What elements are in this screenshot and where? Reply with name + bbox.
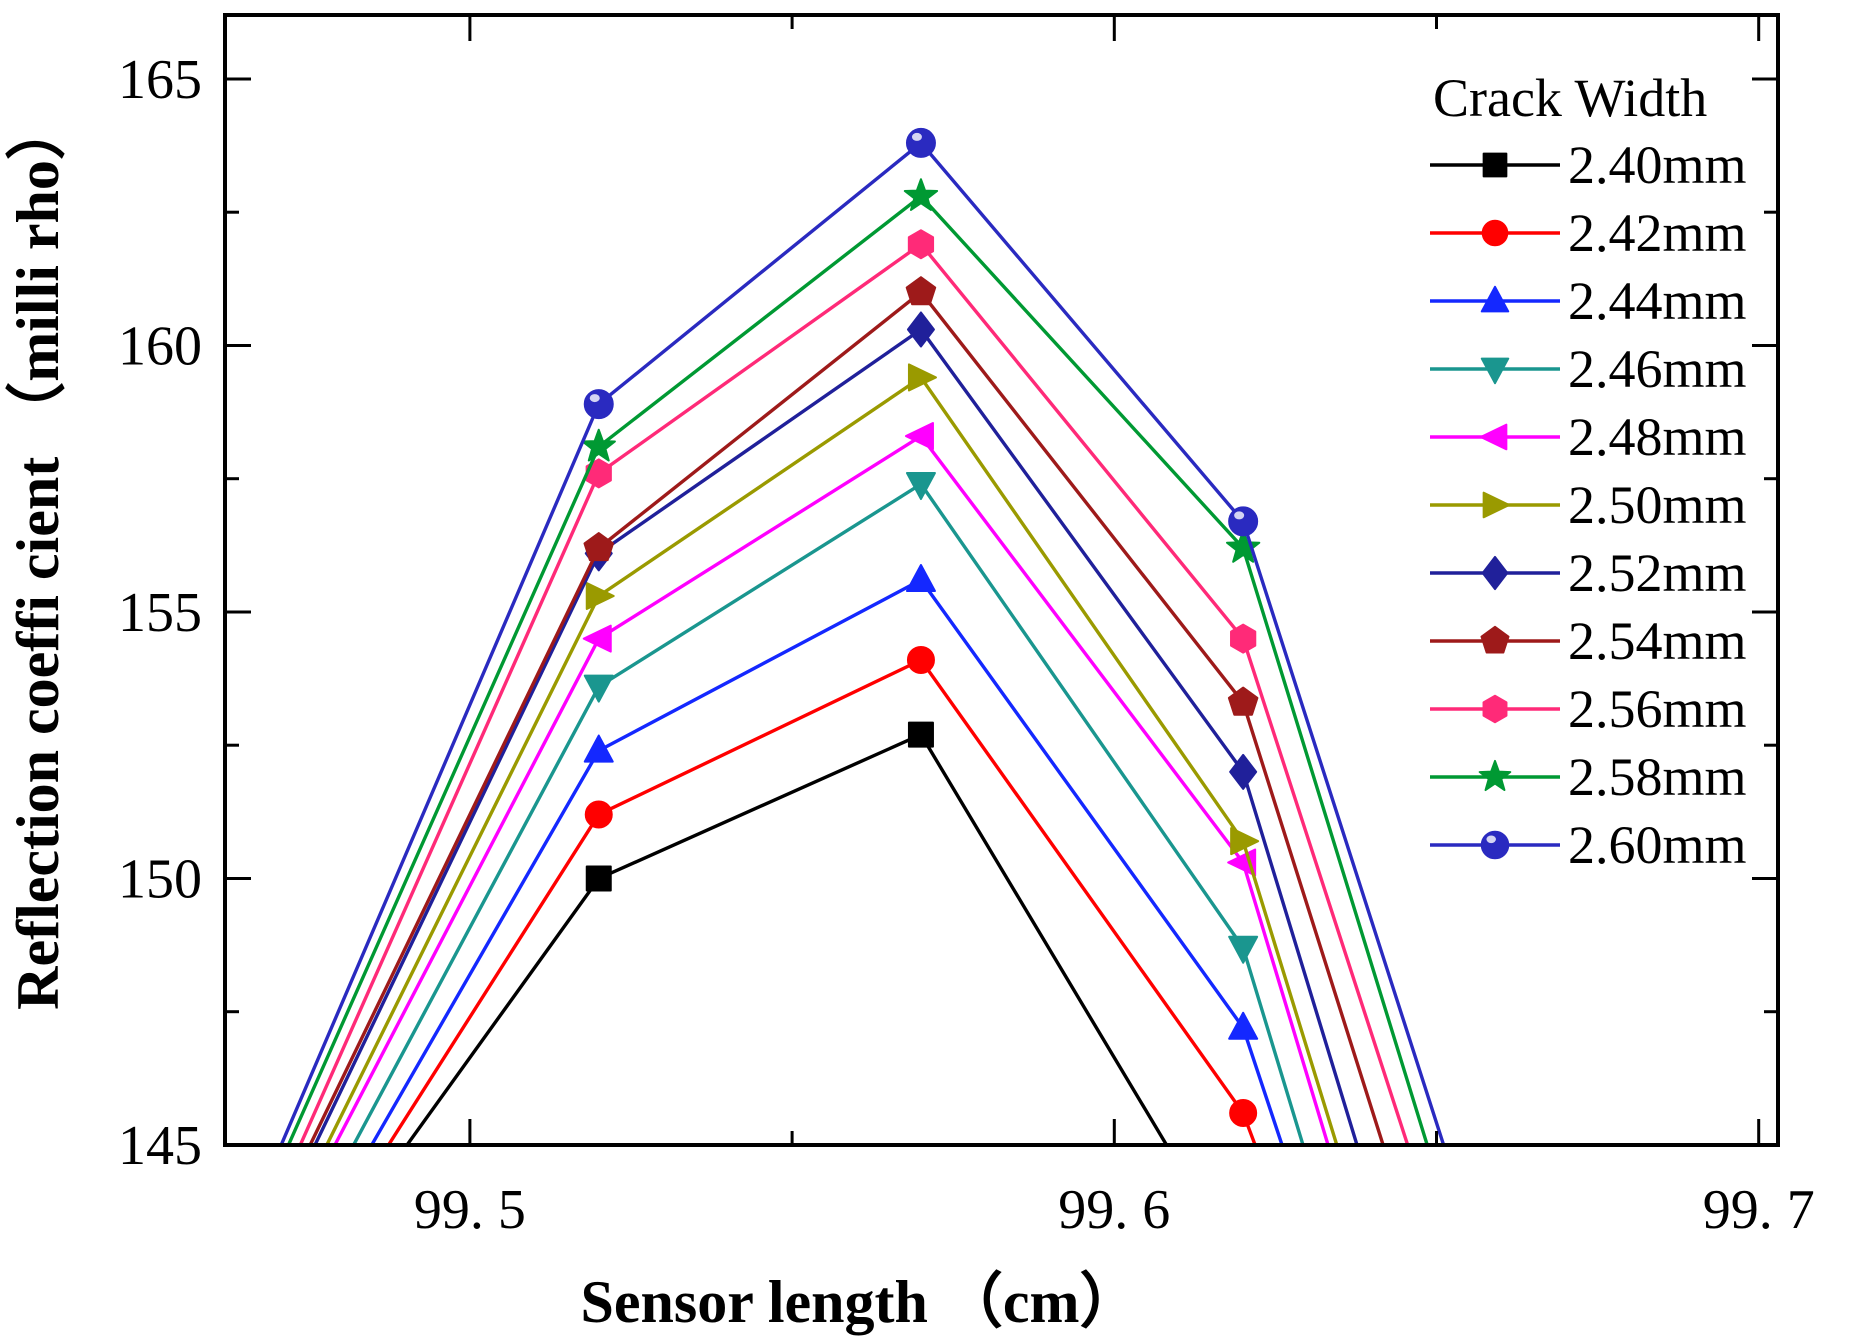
legend-label: 2.44mm — [1568, 271, 1747, 331]
circle-marker — [906, 645, 935, 674]
star-marker — [1478, 759, 1512, 792]
triangle-right-marker — [907, 363, 937, 392]
legend-label: 2.50mm — [1568, 475, 1747, 535]
pentagon-marker — [905, 276, 937, 306]
triangle-down-marker — [583, 674, 614, 703]
circle-marker — [1229, 1099, 1258, 1128]
hexagon-marker — [907, 229, 935, 260]
y-axis-title: Reflection coeffi cient （milli rho） — [4, 100, 71, 1010]
legend-item: 2.46mm — [1430, 339, 1747, 399]
pentagon-marker — [1480, 625, 1510, 654]
series-line-2.40mm — [404, 732, 1169, 1145]
triangle-up-marker — [1480, 285, 1510, 313]
y-tick-label: 160 — [118, 316, 202, 378]
square-marker — [1231, 1261, 1255, 1285]
star-marker — [903, 178, 939, 211]
legend-item: 2.50mm — [1430, 475, 1747, 535]
triangle-down-marker — [1480, 357, 1510, 385]
legend-item: 2.52mm — [1430, 543, 1747, 603]
triangle-down-marker — [905, 472, 936, 501]
legend: Crack Width 2.40mm 2.42mm 2.44mm 2.46mm 2.48… — [1430, 68, 1747, 875]
legend-item: 2.56mm — [1430, 679, 1747, 739]
legend-label: 2.48mm — [1568, 407, 1747, 467]
sphere-marker — [1480, 830, 1510, 860]
pentagon-marker — [583, 532, 615, 562]
x-tick-label: 99. 7 — [1703, 1179, 1815, 1241]
x-axis-title: Sensor length （cm） — [581, 1268, 1140, 1335]
hexagon-marker — [1482, 694, 1508, 724]
diamond-marker — [1481, 555, 1509, 591]
legend-item: 2.48mm — [1430, 407, 1747, 467]
y-tick-label: 145 — [118, 1115, 202, 1177]
plot-frame — [223, 13, 1780, 1147]
square-marker — [585, 865, 612, 892]
triangle-up-marker — [1228, 1011, 1259, 1040]
legend-item: 2.42mm — [1430, 203, 1747, 263]
triangle-left-marker — [904, 422, 934, 451]
legend-label: 2.52mm — [1568, 543, 1747, 603]
hexagon-marker — [585, 458, 612, 489]
tick-layer — [225, 15, 1778, 1147]
square-marker — [1482, 152, 1508, 178]
legend-label: 2.46mm — [1568, 339, 1747, 399]
legend-title: Crack Width — [1433, 68, 1707, 128]
pentagon-marker — [1227, 686, 1259, 716]
legend-item: 2.44mm — [1430, 271, 1747, 331]
circle-marker — [584, 800, 613, 829]
triangle-right-marker — [585, 581, 615, 610]
legend-label: 2.40mm — [1568, 135, 1747, 195]
hexagon-marker — [1230, 623, 1257, 654]
tick-label-layer: 99. 5 99. 6 99. 7 145 150 155 160 165 — [118, 49, 1815, 1241]
triangle-up-marker — [905, 564, 936, 592]
sphere-marker — [1228, 506, 1259, 537]
circle-marker — [1481, 219, 1509, 247]
square-marker — [907, 721, 934, 748]
legend-item: 2.60mm — [1430, 815, 1747, 875]
triangle-up-marker — [583, 734, 614, 763]
sphere-marker — [905, 127, 936, 158]
legend-label: 2.56mm — [1568, 679, 1747, 739]
legend-label: 2.54mm — [1568, 611, 1747, 671]
x-tick-label: 99. 6 — [1058, 1179, 1170, 1241]
triangle-left-marker — [582, 624, 612, 653]
triangle-down-marker — [1228, 935, 1259, 964]
y-tick-label: 150 — [118, 849, 202, 911]
legend-label: 2.42mm — [1568, 203, 1747, 263]
legend-item: 2.58mm — [1430, 747, 1747, 807]
triangle-right-marker — [1230, 827, 1260, 856]
y-tick-label: 155 — [118, 582, 202, 644]
star-marker — [581, 428, 616, 462]
triangle-right-marker — [1482, 491, 1511, 519]
diamond-marker — [1229, 753, 1258, 790]
legend-item: 2.40mm — [1430, 135, 1747, 195]
y-tick-label: 165 — [118, 49, 202, 111]
plot-background — [225, 15, 1778, 1145]
series-layer — [279, 127, 1446, 1285]
x-tick-label: 99. 5 — [414, 1179, 526, 1241]
triangle-left-marker — [1479, 423, 1508, 451]
diamond-marker — [906, 311, 935, 348]
sphere-marker — [583, 389, 614, 420]
legend-item: 2.54mm — [1430, 611, 1747, 671]
legend-items: 2.40mm 2.42mm 2.44mm 2.46mm 2.48mm 2.50mm 2.52… — [1430, 135, 1747, 875]
star-marker — [1225, 530, 1261, 563]
legend-label: 2.60mm — [1568, 815, 1747, 875]
legend-label: 2.58mm — [1568, 747, 1747, 807]
